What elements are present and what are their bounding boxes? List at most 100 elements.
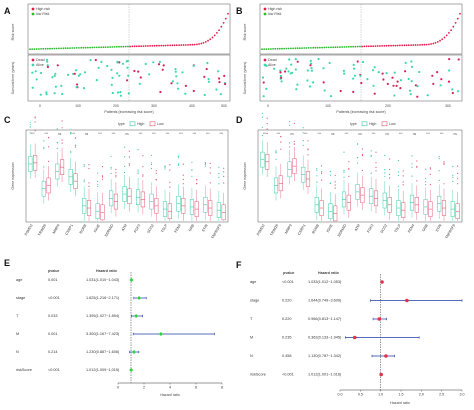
alive-point bbox=[127, 74, 130, 77]
box-outlier bbox=[266, 128, 268, 130]
alive-point bbox=[309, 59, 312, 63]
alive-point bbox=[279, 74, 282, 78]
significance-label: *** bbox=[426, 132, 430, 136]
risk-point bbox=[42, 47, 45, 50]
risk-point bbox=[171, 44, 174, 47]
risk-point bbox=[332, 46, 335, 49]
significance-label: ns bbox=[358, 132, 362, 136]
box-outlier bbox=[34, 117, 36, 119]
risk-point bbox=[82, 46, 85, 49]
box-outlier bbox=[74, 137, 77, 139]
panel-b-xtick-2: 200 bbox=[385, 104, 391, 108]
risk-point bbox=[178, 44, 181, 46]
alive-point bbox=[45, 91, 48, 94]
box-outlier bbox=[88, 164, 90, 166]
box-outlier bbox=[293, 143, 295, 145]
box-outlier bbox=[88, 185, 90, 187]
risk-point bbox=[350, 45, 352, 48]
dead-point bbox=[218, 77, 221, 80]
box-outlier bbox=[384, 169, 386, 171]
box-outlier bbox=[397, 174, 399, 176]
box-outlier bbox=[169, 186, 171, 188]
dead-point bbox=[436, 71, 439, 74]
alive-point bbox=[127, 92, 130, 95]
box-outlier bbox=[61, 142, 63, 144]
panel-a-xtick-0: 0 bbox=[39, 104, 41, 108]
alive-point bbox=[82, 87, 86, 90]
forest-hr-text: 1.012(1.009~1.015) bbox=[86, 368, 120, 372]
box-outlier bbox=[124, 171, 126, 174]
alive-point bbox=[89, 59, 92, 62]
alive-point bbox=[152, 61, 155, 64]
panel-b-xlabel: Patients (increasing risk socre) bbox=[336, 110, 385, 114]
dead-point bbox=[322, 81, 325, 84]
box-outlier bbox=[124, 146, 126, 148]
box-outlier bbox=[142, 166, 144, 168]
box-outlier bbox=[83, 165, 85, 167]
dead-point bbox=[205, 67, 208, 71]
risk-point bbox=[38, 48, 40, 50]
box-outlier bbox=[124, 156, 126, 158]
forest-pvalue: 0.458 bbox=[282, 354, 292, 358]
box-outlier bbox=[329, 182, 331, 184]
risk-point bbox=[129, 45, 132, 48]
significance-label: ns bbox=[85, 132, 89, 136]
risk-point bbox=[379, 45, 381, 47]
risk-point bbox=[448, 32, 450, 34]
gene-tick-label: TRIM26 bbox=[269, 224, 279, 237]
box-outlier bbox=[142, 175, 144, 177]
forest-var-label: T bbox=[250, 317, 253, 321]
panel-a-xtick-4: 400 bbox=[189, 104, 195, 108]
panel-a-risk-points bbox=[29, 12, 229, 51]
risk-point bbox=[73, 47, 76, 49]
box-outlier bbox=[438, 170, 440, 172]
risk-point bbox=[347, 45, 350, 48]
box-outlier bbox=[142, 155, 144, 157]
dead-point bbox=[339, 89, 342, 93]
alive-point bbox=[174, 68, 177, 71]
risk-point bbox=[365, 45, 368, 48]
box-outlier bbox=[402, 184, 404, 186]
risk-point bbox=[209, 38, 212, 41]
box-outlier bbox=[128, 156, 130, 158]
risk-point bbox=[29, 48, 31, 51]
forest-hr-text: 1.033(1.012~1.053) bbox=[308, 280, 342, 284]
risk-point bbox=[307, 47, 310, 49]
risk-point bbox=[430, 43, 432, 45]
box-outlier bbox=[115, 176, 117, 178]
alive-point bbox=[294, 58, 297, 61]
box-outlier bbox=[128, 150, 130, 152]
alive-point bbox=[385, 72, 388, 75]
box-outlier bbox=[361, 148, 363, 150]
risk-point bbox=[310, 47, 312, 49]
panel-d-frame bbox=[257, 129, 463, 223]
alive-point bbox=[359, 74, 362, 77]
risk-point bbox=[443, 36, 446, 39]
gene-tick-label: SCG2 bbox=[146, 224, 154, 234]
gene-tick-label: ATM bbox=[354, 224, 361, 232]
box-outlier bbox=[425, 181, 427, 183]
gene-tick-label: SERMID bbox=[337, 223, 348, 237]
box-outlier bbox=[70, 151, 72, 153]
box-outlier bbox=[289, 142, 291, 144]
risk-point bbox=[224, 17, 227, 20]
gene-tick-label: MMP9 bbox=[52, 224, 61, 235]
panel-d-boxes: *** PSMD2 *** TRIM26 ns MMP9 *** CSRP1 *** RORB ns… bbox=[256, 112, 460, 240]
risk-point bbox=[263, 48, 266, 50]
forest-hr-text: 1.395(1.027~1.894) bbox=[86, 314, 120, 318]
risk-point bbox=[35, 48, 38, 50]
forest-pvalue: 0.220 bbox=[282, 299, 292, 303]
box-outlier bbox=[169, 164, 171, 166]
alive-point bbox=[265, 87, 268, 90]
alive-point bbox=[45, 58, 49, 61]
box-outlier bbox=[137, 149, 139, 151]
box-outlier bbox=[83, 164, 85, 166]
alive-point bbox=[296, 83, 299, 86]
risk-point bbox=[399, 44, 401, 47]
alive-point bbox=[312, 81, 315, 84]
dead-point bbox=[296, 60, 299, 63]
panel-b-top-ylabel: Risk score bbox=[243, 24, 247, 41]
panel-b-legend-dead: Dead bbox=[268, 58, 277, 62]
box-outlier bbox=[389, 158, 391, 160]
risk-point bbox=[325, 46, 328, 49]
